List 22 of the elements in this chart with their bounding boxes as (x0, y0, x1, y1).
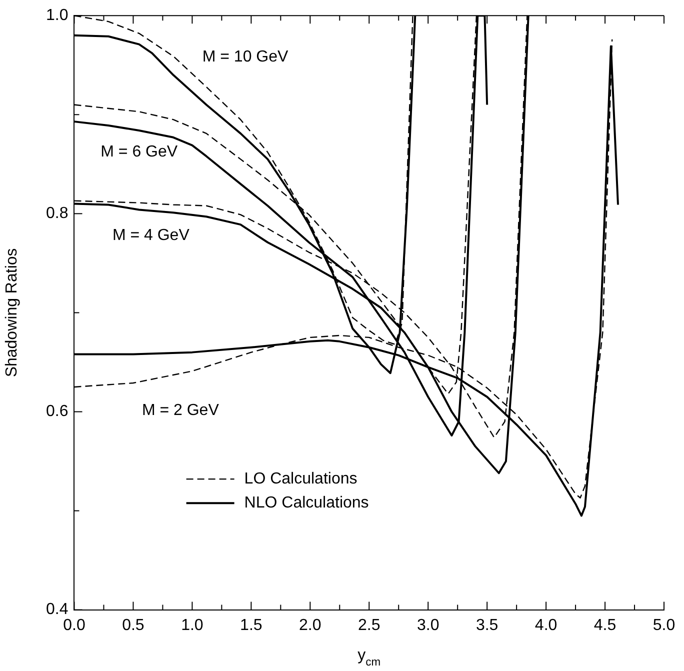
y-axis-title: Shadowing Ratios (4, 248, 21, 378)
x-tick-label: 1.0 (181, 616, 204, 634)
y-tick-label: 1.0 (46, 7, 68, 24)
x-tick-label: 0.5 (122, 616, 144, 634)
x-tick-label: 4.0 (534, 616, 558, 634)
y-tick-label: 0.8 (46, 205, 68, 222)
legend-label: NLO Calculations (244, 494, 369, 512)
y-tick-label: 0.4 (46, 601, 68, 618)
x-tick-label: 2.0 (299, 616, 322, 634)
legend-label: LO Calculations (244, 470, 358, 488)
x-tick-label: 5.0 (652, 616, 676, 634)
x-tick-label: 0.0 (63, 616, 86, 634)
y-tick-label: 0.6 (46, 403, 68, 420)
x-tick-label: 3.5 (476, 616, 498, 634)
annotation: M = 10 GeV (202, 48, 289, 66)
annotation: M = 2 GeV (142, 402, 220, 420)
annotation: M = 6 GeV (100, 144, 178, 161)
x-tick-label: 4.5 (594, 616, 616, 634)
annotation: M = 4 GeV (112, 226, 190, 244)
x-tick-label: 1.5 (240, 616, 262, 634)
x-tick-label: 3.0 (416, 616, 440, 634)
x-tick-label: 2.5 (358, 616, 380, 634)
